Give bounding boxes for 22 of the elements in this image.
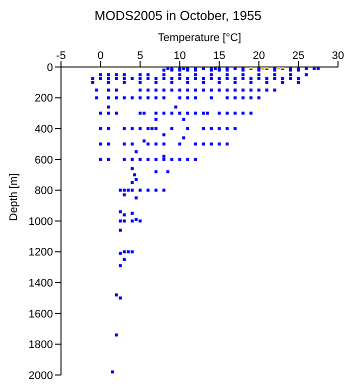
y-tick-label: 0 bbox=[46, 62, 53, 74]
y-tick-label: 1200 bbox=[28, 246, 53, 259]
x-tick-label: 10 bbox=[174, 50, 186, 62]
y-tick-label: 2000 bbox=[28, 370, 53, 382]
y-tick-label: 200 bbox=[34, 92, 53, 105]
x-axis-title: Temperature [°C] bbox=[158, 32, 242, 44]
y-tick-label: 1000 bbox=[28, 216, 53, 228]
x-tick-label: 5 bbox=[137, 50, 144, 62]
x-tick-label: 20 bbox=[252, 50, 265, 62]
y-tick-label: 1600 bbox=[28, 308, 53, 320]
y-tick-label: 1400 bbox=[28, 278, 53, 290]
x-tick-label: 0 bbox=[98, 50, 104, 62]
y-tick-label: 800 bbox=[34, 185, 53, 198]
y-tick-label: 1800 bbox=[28, 339, 53, 352]
x-tick-label: 25 bbox=[292, 50, 305, 62]
x-tick-label: 30 bbox=[332, 50, 344, 62]
y-tick-label: 600 bbox=[34, 154, 53, 166]
x-tick-label: -5 bbox=[56, 50, 66, 62]
y-axis-title: Depth [m] bbox=[8, 173, 20, 221]
x-tick-label: 15 bbox=[213, 50, 226, 62]
y-tick-label: 400 bbox=[34, 124, 53, 136]
chart-title: MODS2005 in October, 1955 bbox=[94, 8, 262, 25]
